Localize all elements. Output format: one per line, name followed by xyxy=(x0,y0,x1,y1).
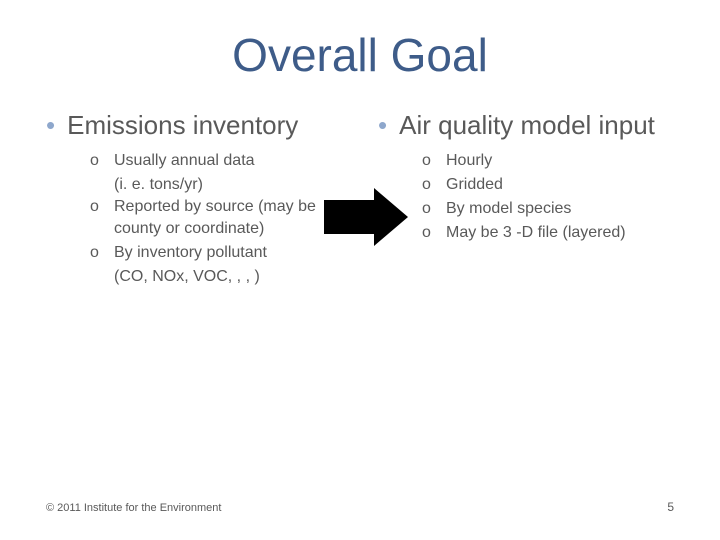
list-item-cont: (i. e. tons/yr) xyxy=(114,174,342,196)
list-item-text: By model species xyxy=(446,198,571,220)
bullet-circle-icon: o xyxy=(90,242,104,264)
arrow-right-icon xyxy=(324,188,408,246)
list-item-text: Usually annual data xyxy=(114,150,255,172)
list-item-text: By inventory pollutant xyxy=(114,242,267,264)
list-item: o Usually annual data xyxy=(90,150,342,172)
bullet-circle-icon: o xyxy=(422,198,436,220)
right-sublist: o Hourly o Gridded o By model species o … xyxy=(422,150,674,244)
left-heading: Emissions inventory xyxy=(67,110,298,140)
bullet-circle-icon: o xyxy=(90,150,104,172)
bullet-circle-icon: o xyxy=(422,222,436,244)
right-heading-row: • Air quality model input xyxy=(378,110,674,140)
list-item-text: Gridded xyxy=(446,174,503,196)
footer-page-number: 5 xyxy=(667,500,674,514)
bullet-circle-icon: o xyxy=(422,174,436,196)
bullet-circle-icon: o xyxy=(90,196,104,218)
columns: • Emissions inventory o Usually annual d… xyxy=(46,110,674,288)
bullet-disc-icon: • xyxy=(378,110,387,140)
list-item-text: Hourly xyxy=(446,150,492,172)
list-item-text: Reported by source (may be county or coo… xyxy=(114,196,342,240)
list-item: o By model species xyxy=(422,198,674,220)
list-item-cont: (CO, NOx, VOC, , , ) xyxy=(114,266,342,288)
list-item: o Reported by source (may be county or c… xyxy=(90,196,342,240)
footer-copyright: © 2011 Institute for the Environment xyxy=(46,502,221,514)
bullet-disc-icon: • xyxy=(46,110,55,140)
slide-title: Overall Goal xyxy=(46,28,674,82)
left-column: • Emissions inventory o Usually annual d… xyxy=(46,110,352,288)
list-item: o May be 3 -D file (layered) xyxy=(422,222,674,244)
list-item: o Hourly xyxy=(422,150,674,172)
left-sublist: o Usually annual data (i. e. tons/yr) o … xyxy=(90,150,342,288)
list-item-text: May be 3 -D file (layered) xyxy=(446,222,626,244)
list-item: o By inventory pollutant xyxy=(90,242,342,264)
bullet-circle-icon: o xyxy=(422,150,436,172)
left-heading-row: • Emissions inventory xyxy=(46,110,342,140)
right-heading: Air quality model input xyxy=(399,110,655,140)
slide: Overall Goal • Emissions inventory o Usu… xyxy=(0,0,720,540)
list-item: o Gridded xyxy=(422,174,674,196)
